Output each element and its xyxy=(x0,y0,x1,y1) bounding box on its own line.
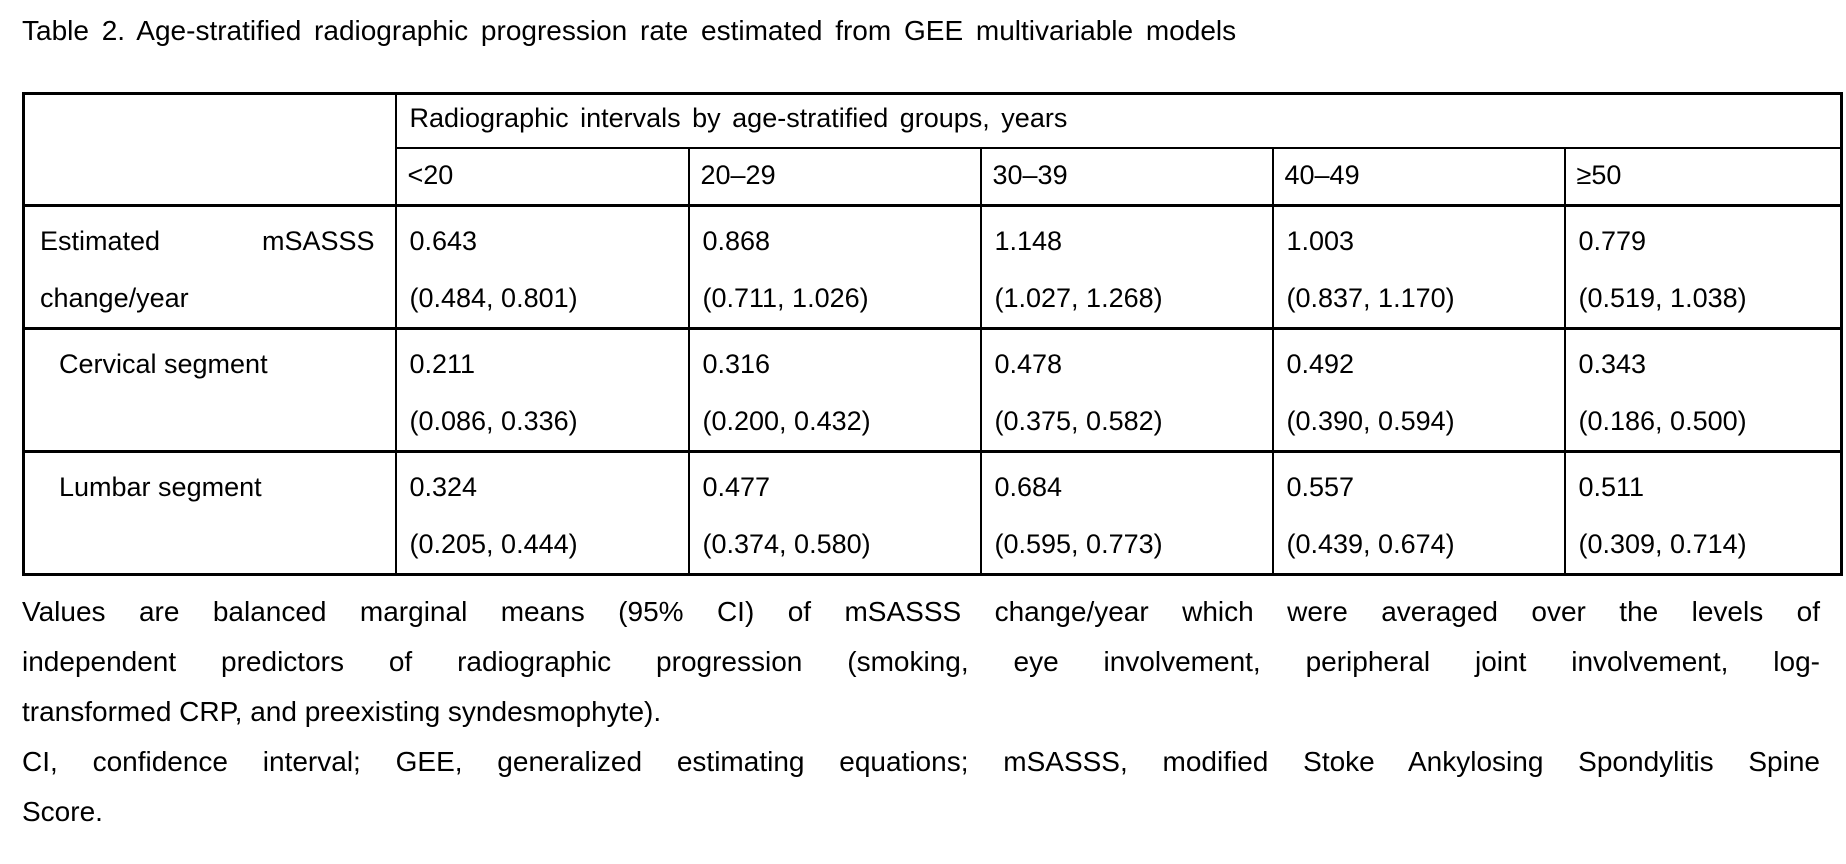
age-header-row: <20 20–29 30–39 40–49 ≥50 xyxy=(24,146,1843,207)
stub-header-cell xyxy=(22,92,397,207)
age-column-header: ≥50 xyxy=(1563,146,1843,207)
footnote-line: Values are balanced marginal means (95% … xyxy=(22,596,1820,627)
table-cell: 0.557 (0.439, 0.674) xyxy=(1271,450,1566,576)
confidence-interval: (0.086, 0.336) xyxy=(409,406,578,436)
row-label: Estimated mSASSS change/year xyxy=(22,204,397,330)
confidence-interval: (0.200, 0.432) xyxy=(702,406,871,436)
age-column-header: 30–39 xyxy=(979,146,1274,207)
table-cell: 0.492 (0.390, 0.594) xyxy=(1271,327,1566,453)
estimate-value: 0.324 xyxy=(409,472,478,502)
estimate-value: 0.316 xyxy=(702,349,771,379)
estimate-value: 0.211 xyxy=(409,349,476,379)
confidence-interval: (0.519, 1.038) xyxy=(1578,283,1747,313)
estimate-value: 0.643 xyxy=(409,226,478,256)
estimate-value: 1.003 xyxy=(1286,226,1355,256)
footnote-line: transformed CRP, and preexisting syndesm… xyxy=(22,696,662,727)
confidence-interval: (0.711, 1.026) xyxy=(702,283,869,313)
confidence-interval: (0.186, 0.500) xyxy=(1578,406,1747,436)
footnote-line: independent predictors of radiographic p… xyxy=(22,646,1820,677)
table-cell: 0.478 (0.375, 0.582) xyxy=(979,327,1274,453)
estimate-value: 0.779 xyxy=(1578,226,1647,256)
confidence-interval: (0.595, 0.773) xyxy=(994,529,1163,559)
results-table: Radiographic intervals by age-stratified… xyxy=(22,92,1844,576)
row-label: Lumbar segment xyxy=(22,450,397,576)
table-cell: 0.684 (0.595, 0.773) xyxy=(979,450,1274,576)
confidence-interval: (0.439, 0.674) xyxy=(1286,529,1455,559)
confidence-interval: (0.837, 1.170) xyxy=(1286,283,1455,313)
confidence-interval: (0.484, 0.801) xyxy=(409,283,578,313)
footnote-line: Score. xyxy=(22,796,103,827)
table-row-total-msasss: Estimated mSASSS change/year 0.643 (0.48… xyxy=(22,204,1843,330)
table-cell: 0.779 (0.519, 1.038) xyxy=(1563,204,1843,330)
table-cell: 0.868 (0.711, 1.026) xyxy=(687,204,982,330)
footnote-methods: Values are balanced marginal means (95% … xyxy=(22,587,1820,737)
age-column-header: <20 xyxy=(394,146,690,207)
estimate-value: 0.557 xyxy=(1286,472,1355,502)
estimate-value: 0.477 xyxy=(702,472,771,502)
table-cell: 0.511 (0.309, 0.714) xyxy=(1563,450,1843,576)
confidence-interval: (0.390, 0.594) xyxy=(1286,406,1455,436)
estimate-value: 0.684 xyxy=(994,472,1063,502)
confidence-interval: (0.205, 0.444) xyxy=(409,529,578,559)
table-cell: 0.477 (0.374, 0.580) xyxy=(687,450,982,576)
age-column-header: 20–29 xyxy=(687,146,982,207)
estimate-value: 1.148 xyxy=(994,226,1063,256)
table-cell: 1.003 (0.837, 1.170) xyxy=(1271,204,1566,330)
estimate-value: 0.492 xyxy=(1286,349,1355,379)
table-cell: 0.316 (0.200, 0.432) xyxy=(687,327,982,453)
estimate-value: 0.343 xyxy=(1578,349,1647,379)
age-column-header: 40–49 xyxy=(1271,146,1566,207)
confidence-interval: (1.027, 1.268) xyxy=(994,283,1163,313)
estimate-value: 0.478 xyxy=(994,349,1063,379)
group-header-row: Radiographic intervals by age-stratified… xyxy=(22,92,1843,207)
table-caption: Table 2. Age-stratified radiographic pro… xyxy=(22,15,1237,46)
row-label: Cervical segment xyxy=(22,327,397,453)
estimate-value: 0.868 xyxy=(702,226,771,256)
table-cell: 0.211 (0.086, 0.336) xyxy=(394,327,690,453)
footnote-abbreviations: CI, confidence interval; GEE, generalize… xyxy=(22,737,1820,837)
table-row-cervical: Cervical segment 0.211 (0.086, 0.336) 0.… xyxy=(22,327,1843,453)
estimate-value: 0.511 xyxy=(1578,472,1645,502)
table-cell: 0.343 (0.186, 0.500) xyxy=(1563,327,1843,453)
footnote-line: CI, confidence interval; GEE, generalize… xyxy=(22,746,1820,777)
table-cell: 0.643 (0.484, 0.801) xyxy=(394,204,690,330)
group-header-cell: Radiographic intervals by age-stratified… xyxy=(394,92,1843,149)
footnotes-block: Values are balanced marginal means (95% … xyxy=(22,587,1820,837)
table-row-lumbar: Lumbar segment 0.324 (0.205, 0.444) 0.47… xyxy=(22,450,1843,576)
confidence-interval: (0.374, 0.580) xyxy=(702,529,871,559)
confidence-interval: (0.309, 0.714) xyxy=(1578,529,1747,559)
confidence-interval: (0.375, 0.582) xyxy=(994,406,1163,436)
table-cell: 0.324 (0.205, 0.444) xyxy=(394,450,690,576)
table-cell: 1.148 (1.027, 1.268) xyxy=(979,204,1274,330)
